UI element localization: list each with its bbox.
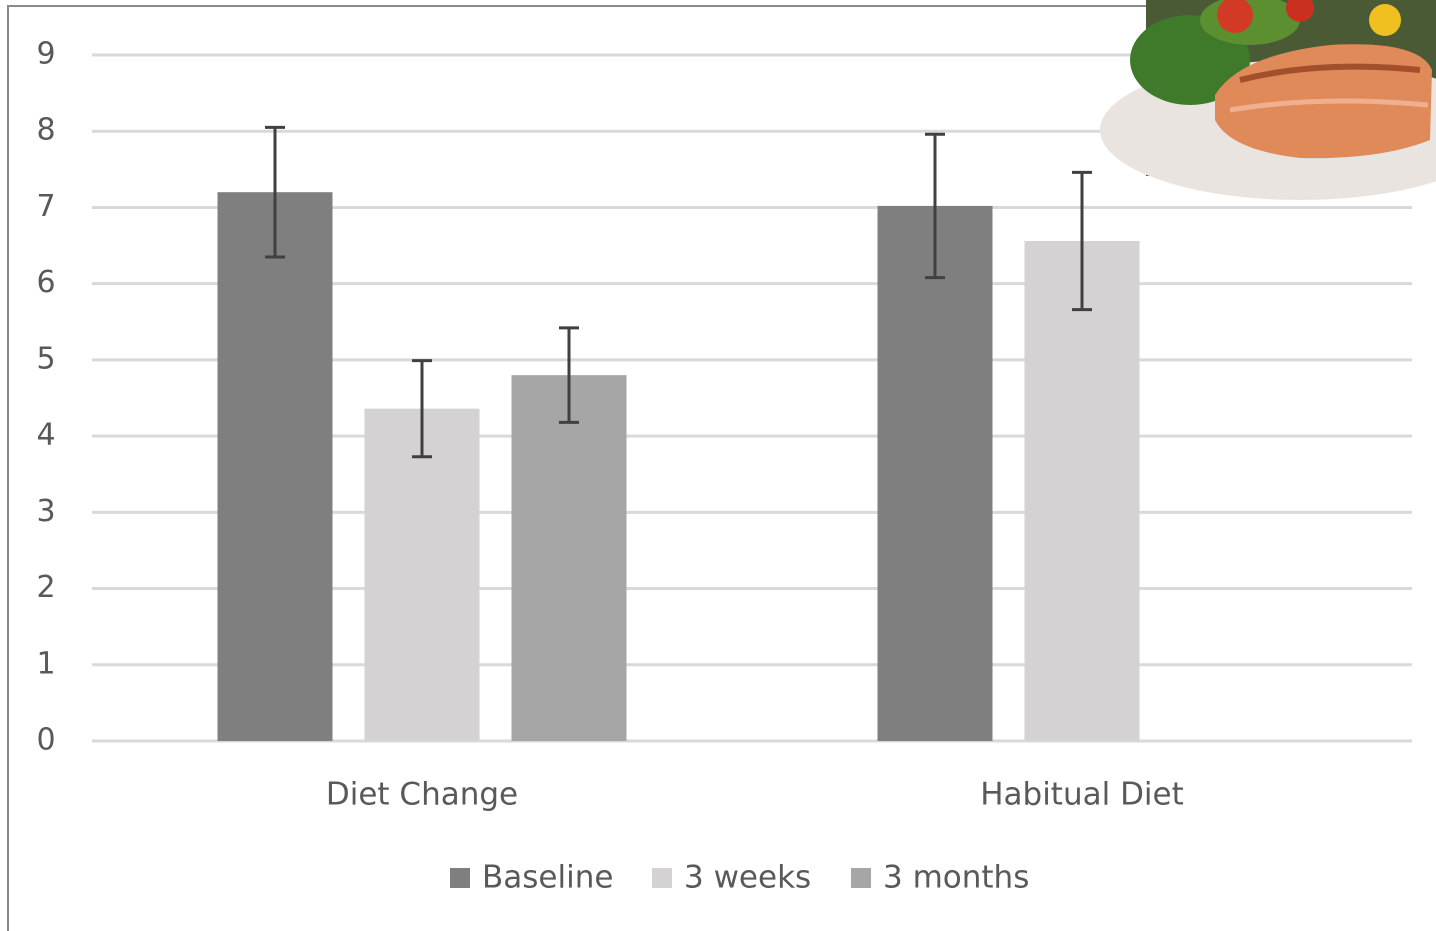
y-tick-label: 6 bbox=[36, 265, 55, 300]
legend-label: 3 months bbox=[883, 860, 1029, 896]
bar bbox=[365, 409, 480, 741]
legend-label: Baseline bbox=[482, 860, 613, 896]
x-tick-label: Habitual Diet bbox=[980, 777, 1184, 813]
y-tick-label: 7 bbox=[36, 189, 55, 224]
bar bbox=[218, 192, 333, 741]
y-tick-label: 5 bbox=[36, 341, 55, 376]
y-tick-label: 3 bbox=[36, 494, 55, 529]
bar bbox=[1025, 241, 1140, 741]
y-tick-label: 0 bbox=[36, 723, 55, 758]
x-tick-label: Diet Change bbox=[326, 777, 518, 813]
y-tick-label: 2 bbox=[36, 570, 55, 605]
legend-swatch bbox=[851, 868, 871, 888]
y-tick-label: 4 bbox=[36, 418, 55, 453]
y-tick-label: 9 bbox=[36, 37, 55, 72]
legend-label: 3 weeks bbox=[684, 860, 811, 896]
legend-swatch bbox=[652, 868, 672, 888]
food-photo bbox=[1100, 0, 1436, 200]
y-tick-label: 8 bbox=[36, 113, 55, 148]
bar bbox=[512, 375, 627, 741]
legend-swatch bbox=[450, 868, 470, 888]
page: 0 1 2 3 4 5 6 7 8 9 Diet Change Habitual Diet Baseli… bbox=[0, 0, 1436, 931]
bar bbox=[878, 206, 993, 741]
chart: 0 1 2 3 4 5 6 7 8 9 Diet Change Habitual Diet Baseli… bbox=[0, 0, 1436, 931]
y-tick-label: 1 bbox=[36, 646, 55, 681]
